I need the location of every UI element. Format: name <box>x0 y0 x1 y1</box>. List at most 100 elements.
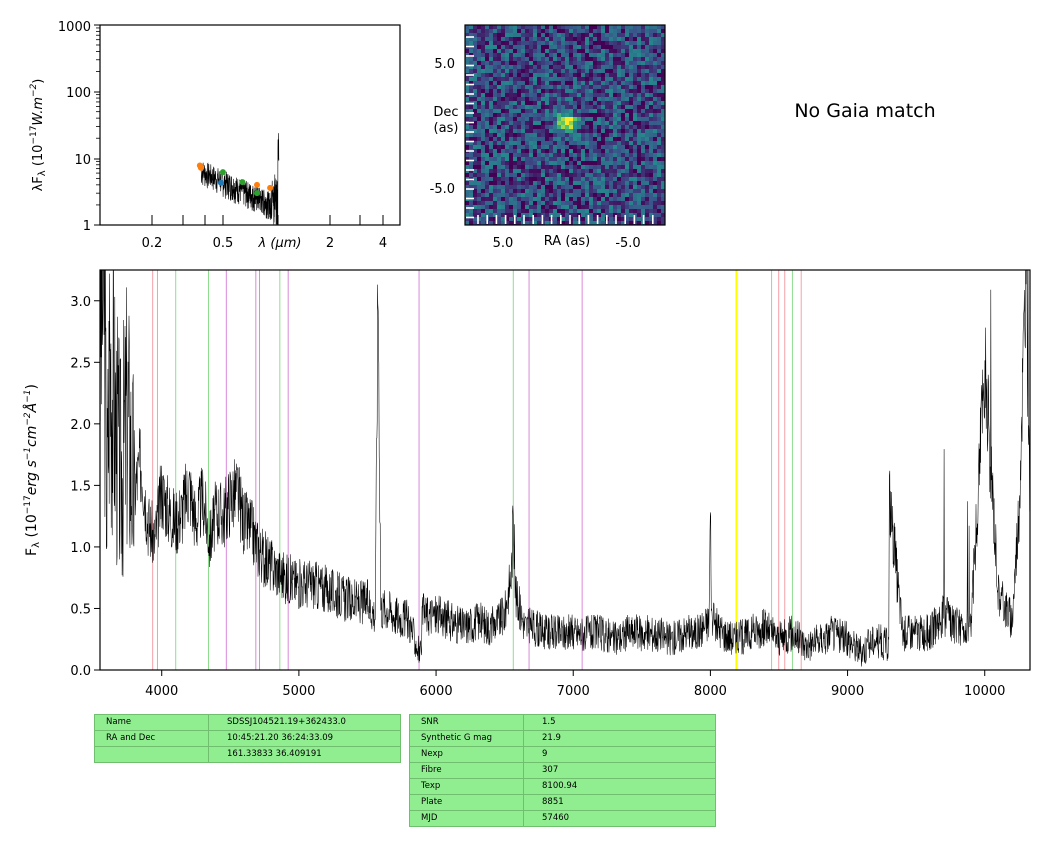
cutout-pixel <box>545 213 550 218</box>
cutout-pixel <box>617 113 622 118</box>
cutout-pixel <box>609 181 614 186</box>
cutout-pixel <box>537 53 542 58</box>
cutout-pixel <box>553 85 558 90</box>
cutout-pixel <box>601 73 606 78</box>
cutout-pixel <box>645 73 650 78</box>
cutout-pixel <box>525 157 530 162</box>
cutout-pixel <box>601 121 606 126</box>
cutout-pixel <box>605 177 610 182</box>
cutout-pixel <box>569 41 574 46</box>
cutout-pixel <box>501 81 506 86</box>
cutout-pixel <box>597 97 602 102</box>
cutout-pixel <box>653 41 658 46</box>
cutout-pixel <box>629 145 634 150</box>
cutout-pixel <box>565 101 570 106</box>
cutout-pixel <box>473 69 478 74</box>
cutout-pixel <box>661 93 666 98</box>
cutout-pixel <box>633 45 638 50</box>
cutout-pixel <box>525 205 530 210</box>
cutout-pixel <box>637 69 642 74</box>
cutout-pixel <box>649 165 654 170</box>
cutout-pixel <box>497 185 502 190</box>
cutout-pixel <box>581 217 586 222</box>
cutout-pixel <box>485 37 490 42</box>
cutout-pixel <box>497 209 502 214</box>
cutout-pixel <box>657 121 662 126</box>
table-key: Name <box>94 714 209 731</box>
cutout-pixel <box>557 149 562 154</box>
cutout-pixel <box>541 77 546 82</box>
cutout-pixel <box>657 105 662 110</box>
cutout-pixel <box>509 105 514 110</box>
cutout-pixel <box>517 65 522 70</box>
cutout-pixel <box>641 173 646 178</box>
cutout-pixel <box>513 153 518 158</box>
cutout-pixel <box>581 37 586 42</box>
cutout-pixel <box>625 73 630 78</box>
cutout-pixel <box>657 181 662 186</box>
cutout-pixel <box>621 85 626 90</box>
cutout-pixel <box>569 221 574 226</box>
cutout-pixel <box>577 109 582 114</box>
cutout-pixel <box>565 113 570 118</box>
cutout-pixel <box>513 169 518 174</box>
cutout-pixel <box>653 89 658 94</box>
cutout-pixel <box>625 105 630 110</box>
cutout-pixel <box>593 197 598 202</box>
cutout-pixel <box>489 53 494 58</box>
cutout-pixel <box>605 57 610 62</box>
cutout-pixel <box>493 129 498 134</box>
cutout-pixel <box>549 181 554 186</box>
cutout-pixel <box>641 185 646 190</box>
cutout-pixel <box>581 161 586 166</box>
sed-y-ticks: 1 10 100 1000 <box>58 20 100 234</box>
cutout-pixel <box>661 33 666 38</box>
cutout-pixel <box>653 161 658 166</box>
cutout-pixel <box>501 213 506 218</box>
cutout-pixel <box>481 125 486 130</box>
cutout-pixel <box>521 189 526 194</box>
cutout-pixel <box>633 197 638 202</box>
cutout-pixel <box>601 173 606 178</box>
cutout-pixel <box>533 177 538 182</box>
cutout-pixel <box>661 137 666 142</box>
cutout-pixel <box>481 205 486 210</box>
cutout-pixel <box>497 69 502 74</box>
cutout-pixel <box>581 125 586 130</box>
table-key: Texp <box>409 778 524 795</box>
cutout-pixel <box>513 25 518 30</box>
cutout-pixel <box>649 81 654 86</box>
cutout-pixel <box>589 105 594 110</box>
cutout-pixel <box>629 69 634 74</box>
cutout-pixel <box>469 141 474 146</box>
cutout-pixel <box>489 89 494 94</box>
cutout-pixel <box>469 29 474 34</box>
cutout-pixel <box>557 141 562 146</box>
cutout-pixel <box>617 105 622 110</box>
cutout-pixel <box>553 193 558 198</box>
cutout-pixel <box>465 101 470 106</box>
cutout-pixel <box>485 41 490 46</box>
cutout-pixel <box>657 153 662 158</box>
cutout-pixel <box>585 121 590 126</box>
cutout-pixel <box>509 121 514 126</box>
cutout-pixel <box>485 141 490 146</box>
cutout-pixel <box>549 133 554 138</box>
cutout-pixel <box>493 185 498 190</box>
cutout-pixel <box>549 33 554 38</box>
cutout-pixel <box>581 145 586 150</box>
cutout-pixel <box>601 101 606 106</box>
cutout-pixel <box>565 65 570 70</box>
cutout-pixel <box>577 133 582 138</box>
cutout-pixel <box>465 145 470 150</box>
cutout-pixel <box>541 65 546 70</box>
cutout-pixel <box>493 113 498 118</box>
cutout-pixel <box>549 145 554 150</box>
cutout-pixel <box>505 49 510 54</box>
cutout-pixel <box>557 205 562 210</box>
cutout-pixel <box>493 221 498 226</box>
cutout-pixel <box>629 73 634 78</box>
cutout-pixel <box>477 93 482 98</box>
cutout-pixel <box>569 205 574 210</box>
cutout-pixel <box>569 173 574 178</box>
